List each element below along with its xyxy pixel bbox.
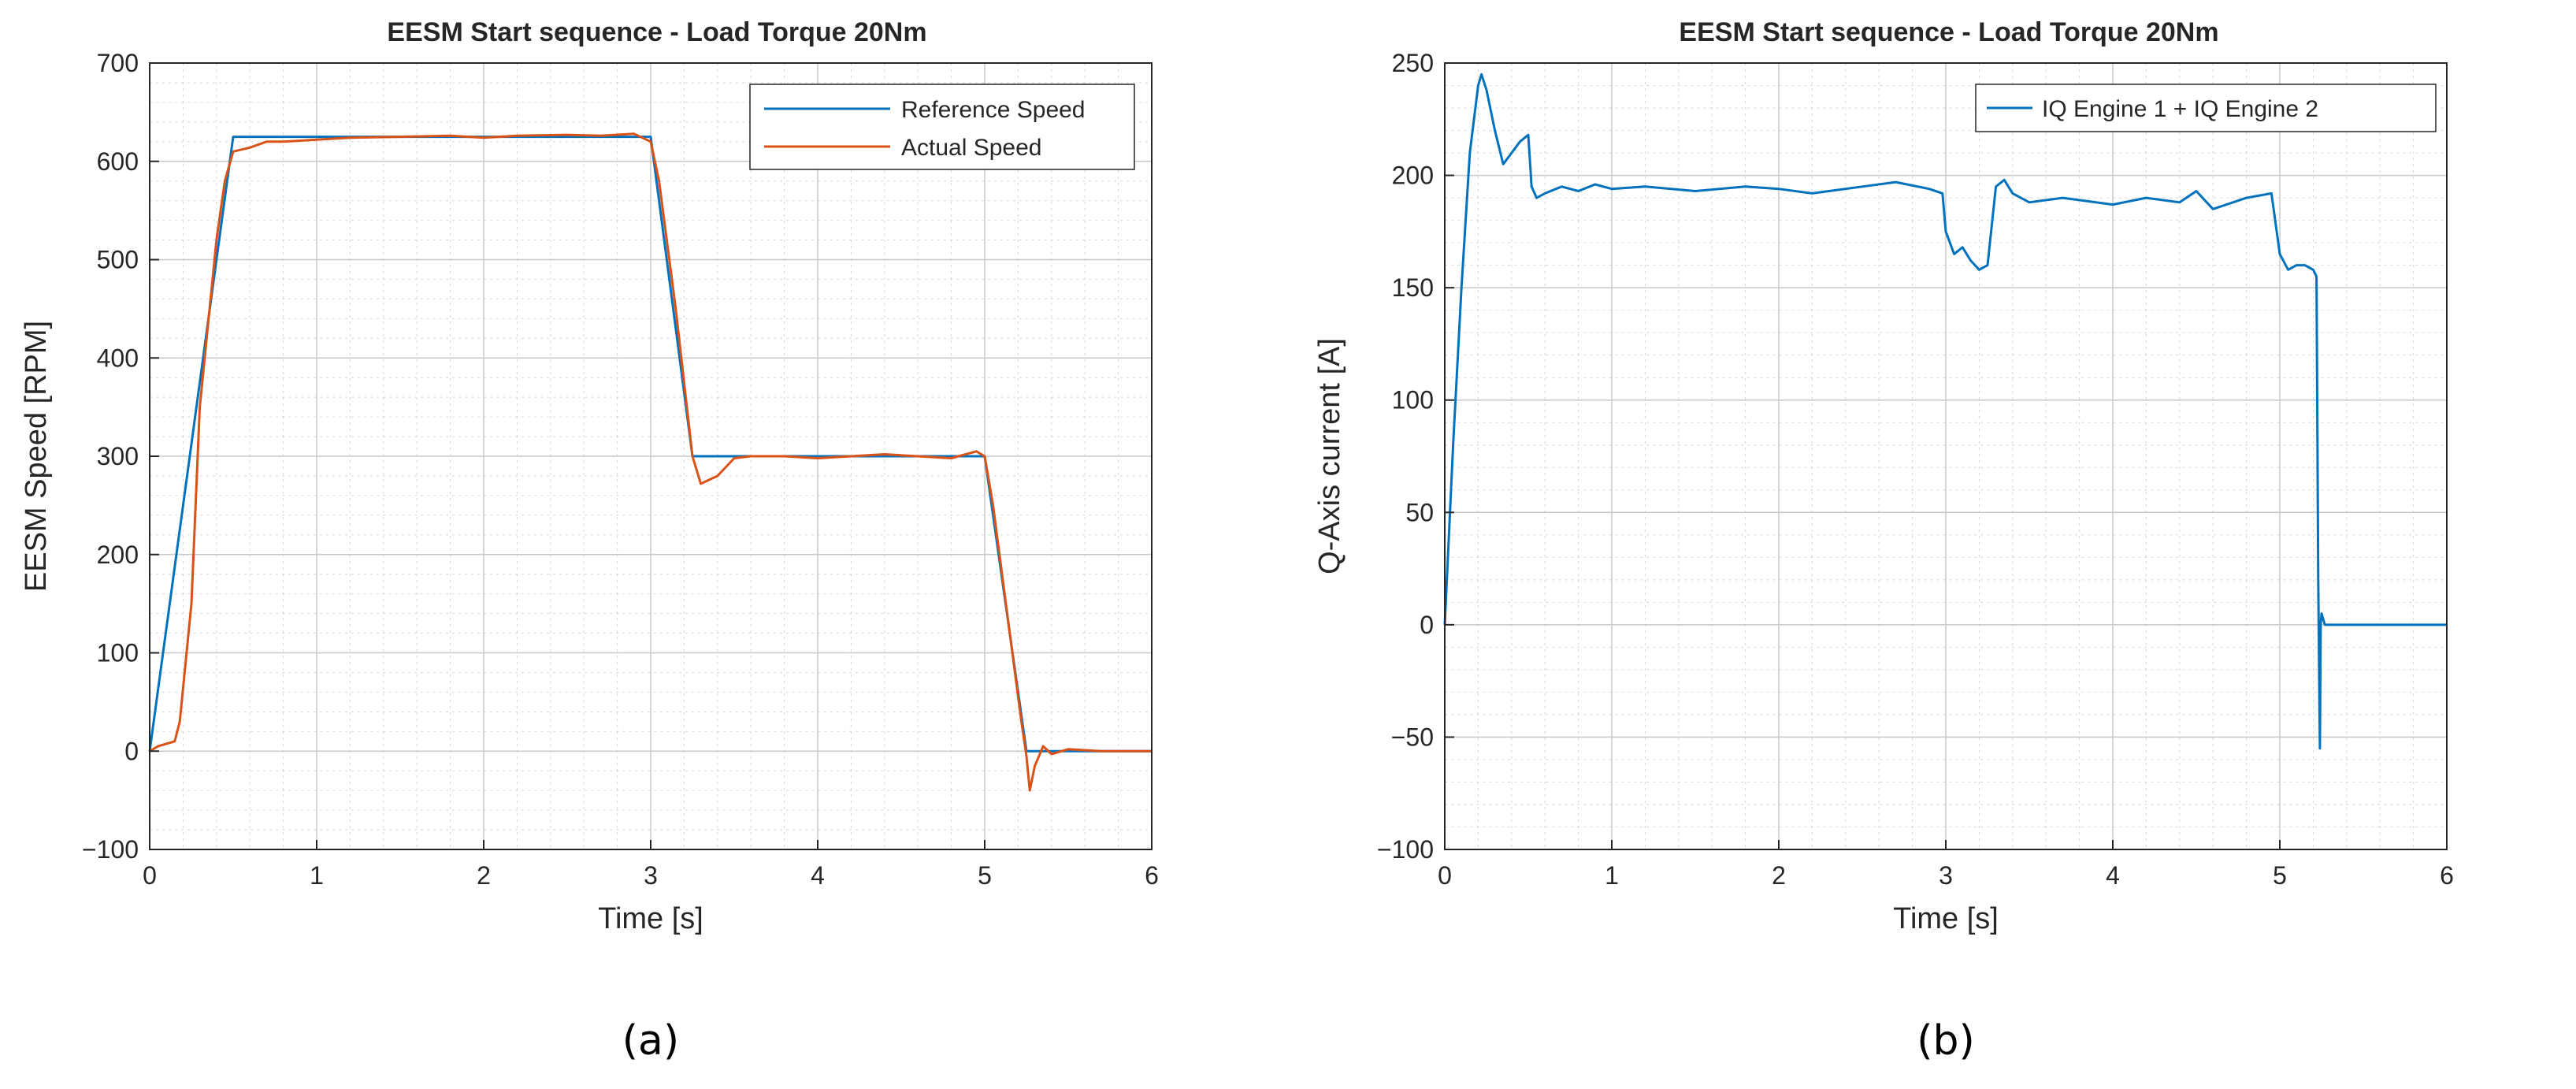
y-tick-label: 700: [97, 49, 139, 77]
y-tick-label: 100: [1392, 386, 1434, 414]
chart-speed-x-label: Time [s]: [598, 902, 703, 935]
x-tick-label: 0: [143, 861, 157, 890]
chart-speed-title: EESM Start sequence - Load Torque 20Nm: [387, 17, 926, 47]
legend-label-reference-speed: Reference Speed: [901, 97, 1086, 123]
y-tick-label: 300: [97, 442, 139, 470]
caption-b: (b): [1917, 1017, 1975, 1065]
legend-box: [1975, 84, 2437, 132]
y-tick-label: 500: [97, 246, 139, 274]
y-tick-label: 200: [97, 541, 139, 569]
y-tick-label: 50: [1405, 498, 1434, 526]
x-tick-label: 5: [978, 861, 992, 890]
x-tick-label: 5: [2273, 861, 2287, 890]
x-tick-label: 6: [1145, 861, 1159, 890]
y-tick-label: −100: [82, 835, 139, 864]
x-tick-label: 3: [1939, 861, 1953, 890]
x-tick-label: 3: [644, 861, 658, 890]
legend-box: [749, 84, 1135, 170]
chart-current-series: [1443, 72, 2447, 750]
y-tick-label: 200: [1392, 162, 1434, 190]
chart-current-ticks: 0 1 2 3 4 5 6 −100 −50 0 50 100 150 200 250: [1377, 49, 2454, 890]
chart-speed-y-label: EESM Speed [RPM]: [20, 321, 53, 592]
x-tick-label: 1: [310, 861, 324, 890]
x-tick-label: 4: [811, 861, 825, 890]
chart-speed: EESM Start sequence - Load Torque 20Nm 0…: [20, 17, 1159, 935]
x-tick-label: 0: [1438, 861, 1452, 890]
chart-current: EESM Start sequence - Load Torque 20Nm 0…: [1313, 17, 2454, 935]
chart-current-title: EESM Start sequence - Load Torque 20Nm: [1679, 17, 2218, 47]
y-tick-label: 0: [124, 737, 139, 765]
y-tick-label: 0: [1420, 611, 1434, 639]
chart-current-x-label: Time [s]: [1893, 902, 1999, 935]
chart-speed-series: [148, 132, 1152, 792]
y-tick-label: −100: [1377, 835, 1434, 864]
chart-current-grid: [1444, 62, 2448, 850]
y-tick-label: 400: [97, 344, 139, 372]
x-tick-label: 4: [2106, 861, 2120, 890]
legend-label-actual-speed: Actual Speed: [901, 135, 1041, 161]
legend-label-iq-sum: IQ Engine 1 + IQ Engine 2: [2042, 96, 2318, 122]
chart-speed-series-actual-speed: [149, 132, 1152, 792]
y-tick-label: 100: [97, 639, 139, 667]
x-tick-label: 1: [1605, 861, 1619, 890]
y-tick-label: −50: [1391, 723, 1434, 751]
caption-a: (a): [622, 1017, 679, 1065]
chart-current-legend: IQ Engine 1 + IQ Engine 2: [1975, 84, 2437, 132]
y-tick-label: 150: [1392, 273, 1434, 302]
x-tick-label: 2: [1772, 861, 1786, 890]
chart-current-series-iq-engine-1-iq-engine-2: [1443, 72, 2447, 750]
x-tick-label: 2: [477, 861, 491, 890]
chart-speed-legend: Reference Speed Actual Speed: [749, 84, 1135, 170]
chart-current-y-label: Q-Axis current [A]: [1313, 338, 1346, 574]
y-tick-label: 250: [1392, 49, 1434, 77]
y-tick-label: 600: [97, 147, 139, 176]
x-tick-label: 6: [2440, 861, 2454, 890]
